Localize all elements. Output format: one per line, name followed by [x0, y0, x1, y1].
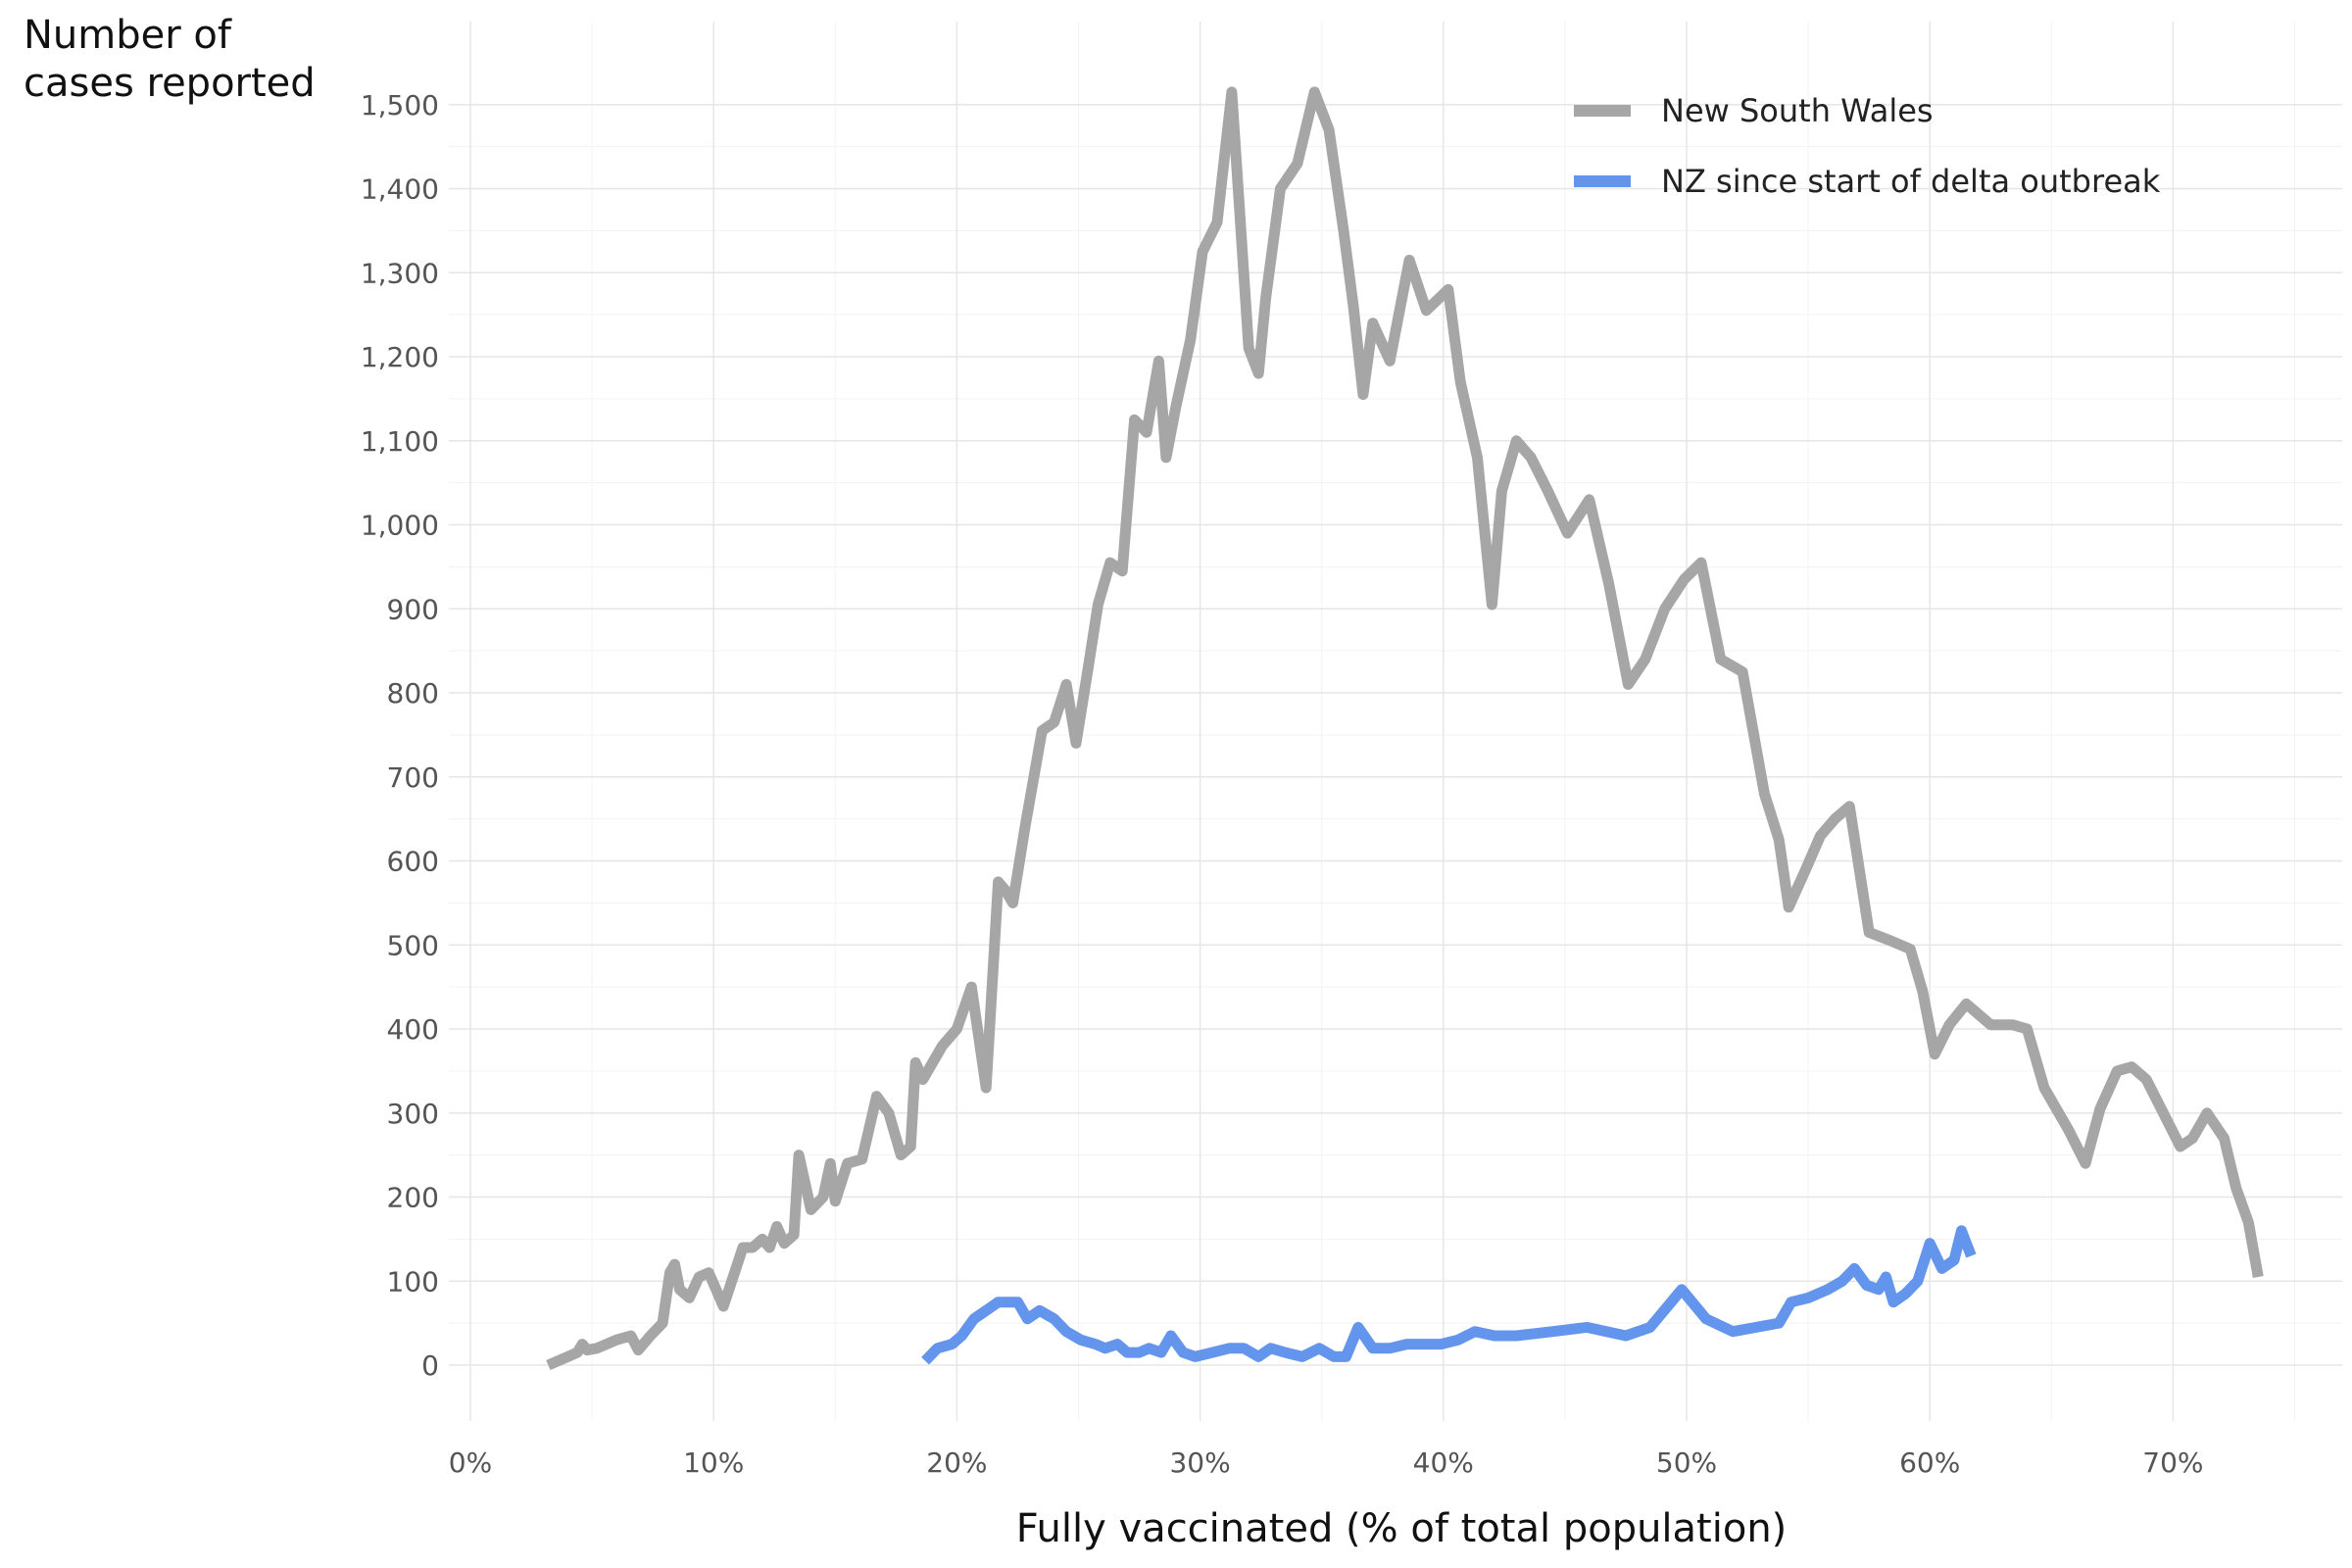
y-tick-label: 200 [387, 1182, 439, 1214]
y-tick-label: 100 [387, 1265, 439, 1298]
x-tick-label: 70% [2142, 1446, 2203, 1479]
x-tick-label: 40% [1413, 1446, 1474, 1479]
x-axis-ticks: 0% 10% 20% 30% 40% 50% 60% 70% [449, 1446, 2204, 1479]
x-tick-label: 0% [449, 1446, 492, 1479]
y-tick-label: 1,100 [361, 425, 439, 458]
y-axis-title-line-2: cases reported [24, 61, 316, 106]
x-tick-label: 20% [926, 1446, 987, 1479]
series-line-nsw [546, 86, 2264, 1371]
y-axis-title: Number of cases reported [24, 12, 316, 108]
legend-label: NZ since start of delta outbreak [1661, 163, 2161, 200]
y-tick-label: 1,300 [361, 257, 439, 289]
y-tick-label: 300 [387, 1098, 439, 1130]
legend-label: New South Wales [1661, 92, 1934, 129]
x-tick-label: 10% [683, 1446, 744, 1479]
y-tick-label: 1,000 [361, 510, 439, 542]
series-lines [546, 86, 2264, 1371]
y-tick-label: 900 [387, 593, 439, 625]
y-tick-label: 600 [387, 846, 439, 878]
x-tick-label: 30% [1169, 1446, 1230, 1479]
y-tick-label: 1,400 [361, 173, 439, 206]
y-tick-label: 800 [387, 677, 439, 710]
y-tick-label: 400 [387, 1013, 439, 1046]
grid [449, 22, 2342, 1421]
y-tick-label: 700 [387, 761, 439, 794]
x-tick-label: 60% [1899, 1446, 1960, 1479]
y-axis-ticks: 0 100 200 300 400 500 600 700 800 900 1,000 1,100 1,… [361, 89, 439, 1382]
x-tick-label: 50% [1656, 1446, 1717, 1479]
y-tick-label: 0 [421, 1349, 439, 1382]
y-tick-label: 1,500 [361, 89, 439, 122]
y-axis-title-line-1: Number of [24, 13, 231, 58]
x-axis-title: Fully vaccinated (% of total population) [1016, 1506, 1788, 1551]
series-line-nz [921, 1225, 1977, 1365]
y-tick-label: 500 [387, 929, 439, 961]
legend: New South Wales NZ since start of delta o… [1574, 92, 2161, 200]
y-tick-label: 1,200 [361, 341, 439, 373]
